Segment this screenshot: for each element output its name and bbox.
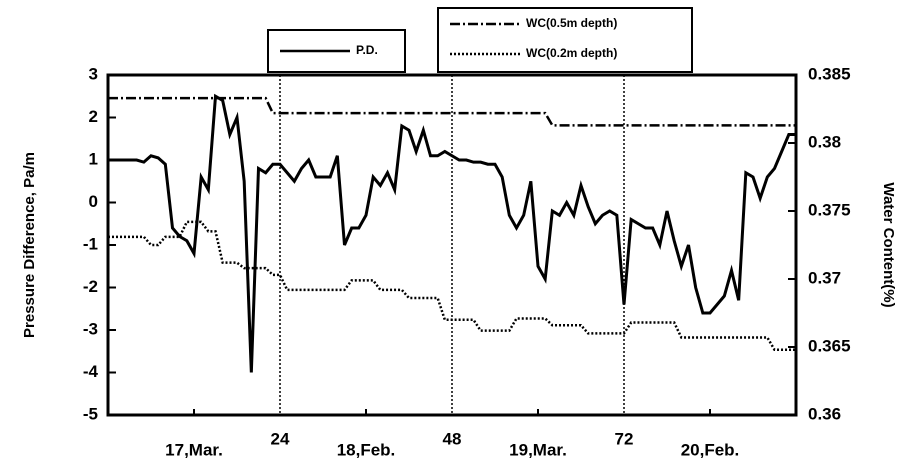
legend-label: WC(0.2m depth)	[526, 46, 617, 60]
x-tick-label: 72	[615, 429, 634, 448]
y-tick-label: -4	[83, 362, 99, 381]
y-tick-label: 2	[89, 107, 98, 126]
y-tick-label: 0	[89, 192, 98, 211]
x-day-label: 20,Feb.	[681, 440, 740, 459]
series-line	[108, 220, 796, 351]
y2-tick-label: 0.365	[808, 336, 851, 355]
legend-box	[437, 7, 693, 73]
y2-tick-label: 0.36	[808, 404, 841, 423]
x-tick-label: 24	[271, 429, 290, 448]
y2-tick-label: 0.37	[808, 268, 841, 287]
x-day-label: 17,Mar.	[165, 440, 223, 459]
legend: P.D. WC(0.5m depth) WC(0.2m depth)	[267, 7, 693, 73]
y-tick-label: -2	[83, 277, 98, 296]
x-day-label: 18,Feb.	[337, 440, 396, 459]
x-tick-label: 48	[443, 429, 462, 448]
y-tick-label: -3	[83, 319, 98, 338]
legend-label: WC(0.5m depth)	[526, 16, 617, 30]
y2-axis-label: Water Content(%)	[880, 182, 897, 307]
series-line	[108, 93, 796, 373]
y-tick-label: 1	[89, 149, 98, 168]
y-tick-label: -1	[83, 234, 98, 253]
y-axis-label: Pressure Difference, Pa/m	[21, 152, 38, 338]
y2-tick-label: 0.385	[808, 64, 851, 83]
legend-label: P.D.	[356, 43, 378, 57]
y-tick-label: -5	[83, 404, 98, 423]
y2-tick-label: 0.375	[808, 200, 851, 219]
y-tick-label: 3	[89, 64, 98, 83]
y2-tick-label: 0.38	[808, 132, 841, 151]
series-line	[108, 96, 796, 127]
x-day-label: 19,Mar.	[509, 440, 567, 459]
